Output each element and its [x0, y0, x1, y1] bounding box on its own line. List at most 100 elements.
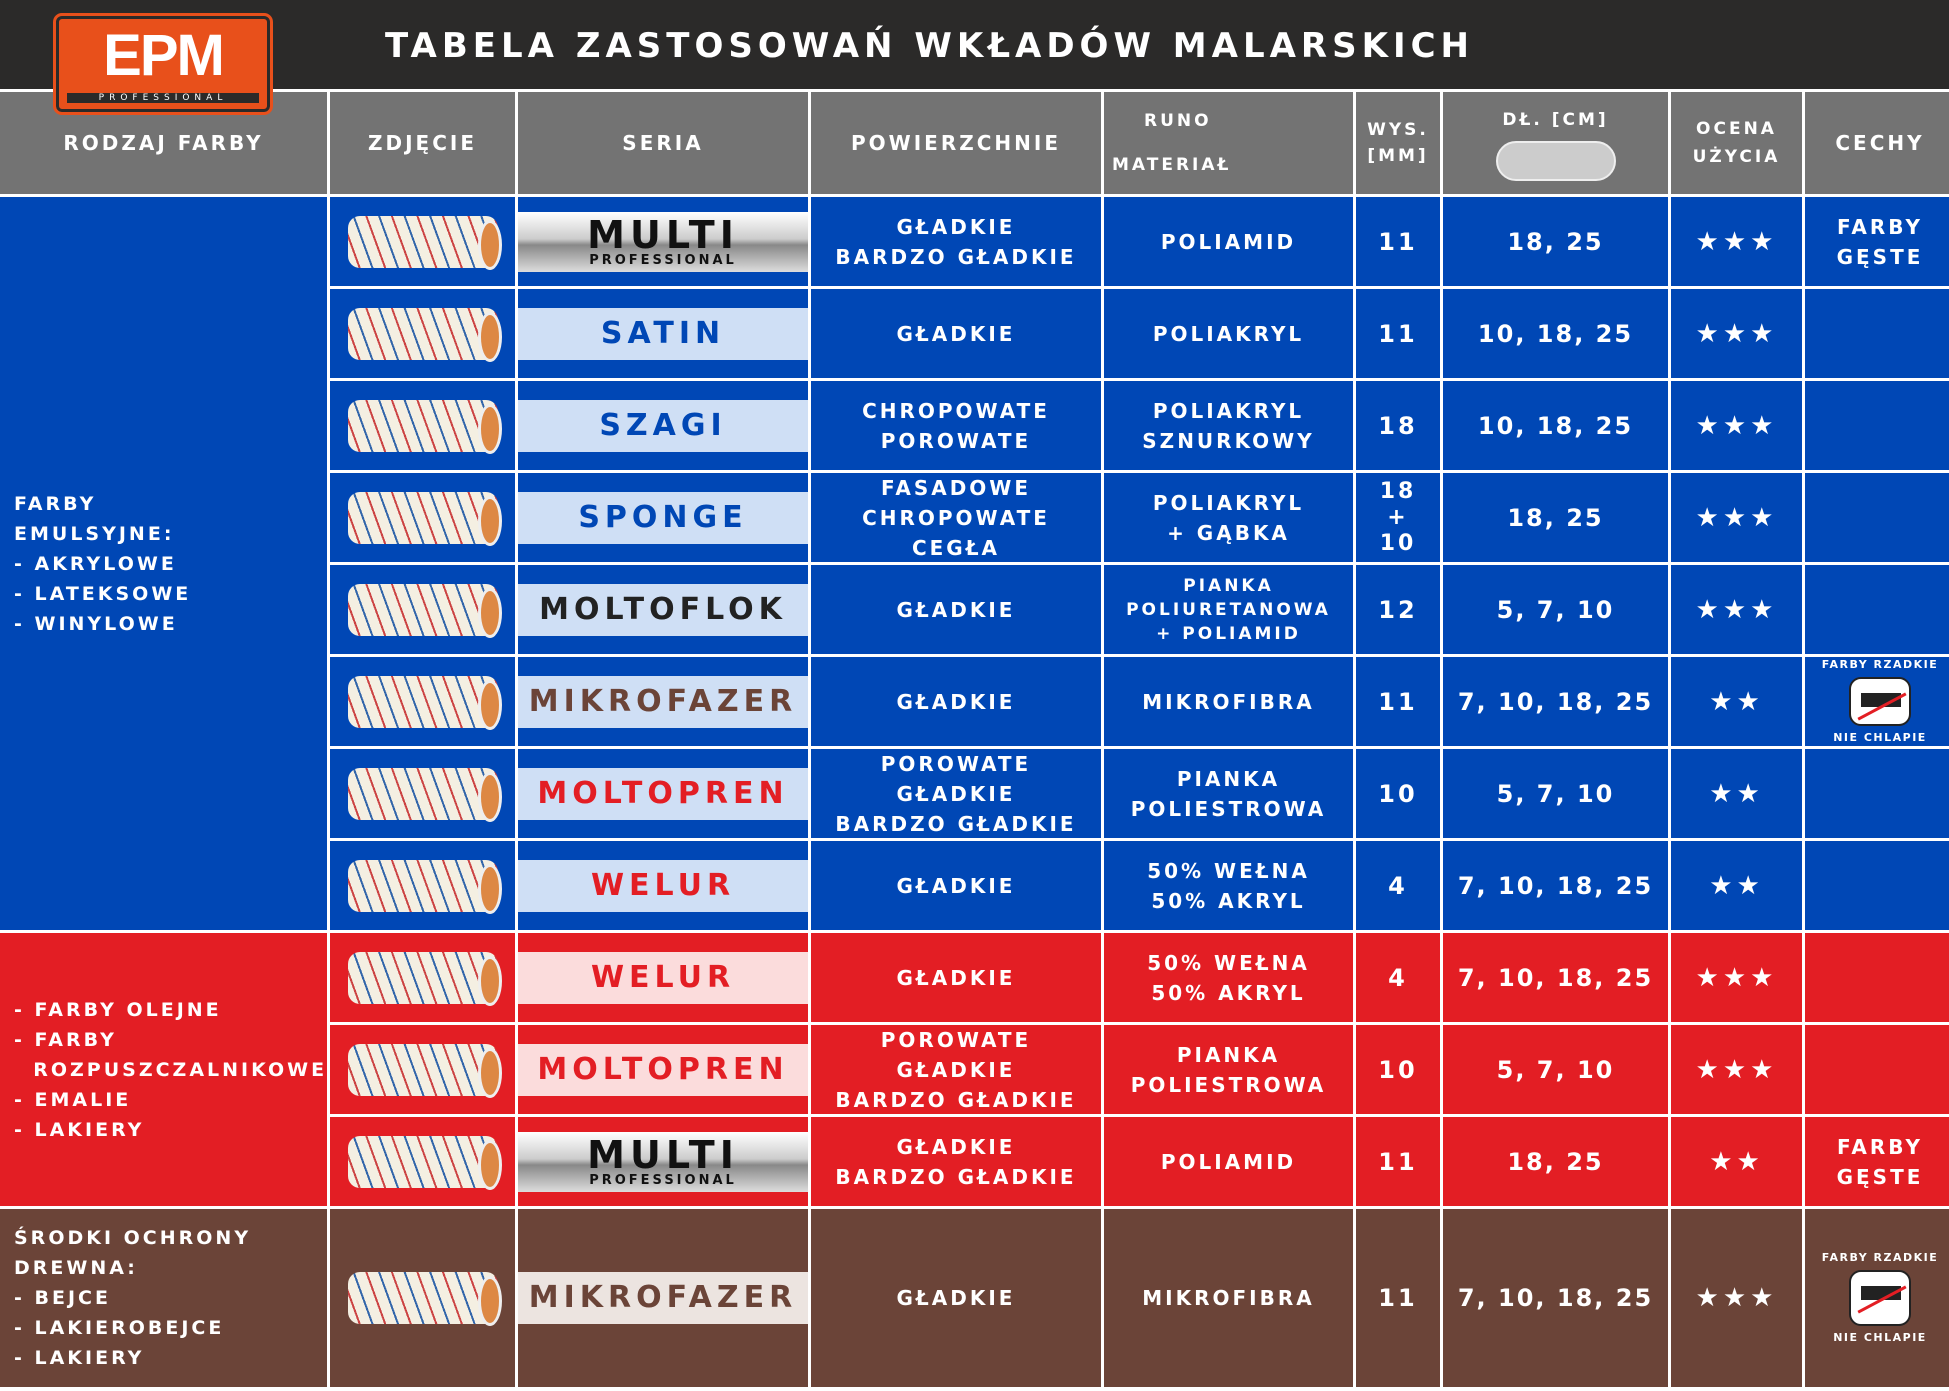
roller-image: [347, 491, 502, 546]
features-cell: [1805, 749, 1949, 838]
series-name: WELUR: [590, 959, 736, 995]
roller-image: [347, 1272, 502, 1326]
height-cell: 4: [1356, 841, 1440, 930]
roller-photo: [330, 841, 515, 930]
surfaces-cell: GŁADKIE BARDZO GŁADKIE: [811, 1117, 1101, 1206]
logo-subtext: PROFESSIONAL: [67, 93, 259, 103]
rating-stars: ★★: [1671, 657, 1802, 746]
badge-top: FARBY RZADKIE: [1821, 658, 1939, 671]
surfaces-cell: GŁADKIE: [811, 1209, 1101, 1387]
roller-photo: [330, 473, 515, 562]
material-cell: 50% WEŁNA 50% AKRYL: [1104, 841, 1353, 930]
paint-group-1: - FARBY OLEJNE - FARBY ROZPUSZCZALNIKOWE -…: [0, 933, 327, 1206]
series-label: WELUR: [518, 859, 808, 912]
series-cell: MULTI PROFESSIONAL: [518, 197, 808, 286]
rating-stars: ★★★: [1671, 289, 1802, 378]
material-cell: POLIAKRYL + GĄBKA: [1104, 473, 1353, 562]
series-name: MOLTOPREN: [537, 1051, 789, 1087]
material-line: + GĄBKA: [1167, 520, 1290, 545]
group-line: - LAKIERY: [14, 1118, 145, 1141]
page-title: TABELA ZASTOSOWAŃ WKŁADÓW MALARSKICH: [385, 26, 1475, 66]
paint-group-0: FARBY EMULSYJNE: - AKRYLOWE - LATEKSOWE - WI…: [0, 197, 327, 930]
rating-stars: ★★★: [1671, 473, 1802, 562]
features-cell: [1805, 841, 1949, 930]
series-name: MOLTOFLOK: [539, 591, 787, 627]
series-cell: WELUR: [518, 841, 808, 930]
header-nap-material: RUNO MATERIAŁ: [1104, 92, 1353, 194]
group-line: DREWNA:: [14, 1257, 138, 1279]
surface-line: POROWATE: [880, 428, 1032, 453]
header-features: CECHY: [1805, 92, 1949, 194]
group-line: ŚRODKI OCHRONY: [14, 1227, 252, 1249]
features-cell: [1805, 473, 1949, 562]
application-table: RODZAJ FARBY ZDJĘCIE SERIA POWIERZCHNIE …: [0, 92, 1949, 1387]
features-cell: FARBY RZADKIE NIE CHLAPIE: [1805, 1209, 1949, 1387]
no-splash-roller-icon: [1849, 677, 1911, 726]
material-line: POLIESTROWA: [1130, 1072, 1327, 1097]
surfaces-cell: GŁADKIE BARDZO GŁADKIE: [811, 197, 1101, 286]
paint-group-2: ŚRODKI OCHRONY DREWNA: - BEJCE - LAKIEROBEJ…: [0, 1209, 327, 1387]
material-line: 50% AKRYL: [1151, 888, 1306, 913]
material-cell: MIKROFIBRA: [1104, 1209, 1353, 1387]
roller-image: [347, 951, 502, 1006]
roller-image: [347, 1135, 502, 1190]
surfaces-cell: GŁADKIE: [811, 933, 1101, 1022]
series-label: MOLTOFLOK: [518, 583, 808, 636]
material-cell: PIANKA POLIESTROWA: [1104, 749, 1353, 838]
series-name: SPONGE: [578, 499, 748, 535]
roller-photo: [330, 289, 515, 378]
surface-line: GŁADKIE: [896, 873, 1016, 898]
roller-photo: [330, 1209, 515, 1387]
series-label: MULTI PROFESSIONAL: [518, 211, 808, 272]
surfaces-cell: GŁADKIE: [811, 289, 1101, 378]
roller-photo: [330, 1117, 515, 1206]
height-cell: 12: [1356, 565, 1440, 654]
group-line: - BEJCE: [14, 1287, 111, 1309]
roller-image: [347, 215, 502, 270]
features-cell: FARBY GĘSTE: [1805, 197, 1949, 286]
material-line: PIANKA: [1176, 766, 1281, 791]
series-name: MOLTOPREN: [537, 775, 789, 811]
series-name: MULTI: [587, 212, 739, 257]
roller-image: [347, 399, 502, 454]
roller-length-icon: [1495, 141, 1616, 181]
header-photo: ZDJĘCIE: [330, 92, 515, 194]
surfaces-cell: POROWATE GŁADKIE BARDZO GŁADKIE: [811, 1025, 1101, 1114]
badge-top: FARBY RZADKIE: [1821, 1251, 1939, 1264]
series-cell: SZAGI: [518, 381, 808, 470]
group-line: - WINYLOWE: [14, 612, 178, 635]
surface-line: CHROPOWATE: [862, 398, 1050, 423]
height-cell: 11: [1356, 1117, 1440, 1206]
series-cell: MOLTOFLOK: [518, 565, 808, 654]
material-line: MIKROFIBRA: [1142, 1286, 1315, 1310]
length-cell: 5, 7, 10: [1443, 749, 1668, 838]
header-length: DŁ. [CM]: [1443, 92, 1668, 194]
features-cell: FARBY GĘSTE: [1805, 1117, 1949, 1206]
length-cell: 5, 7, 10: [1443, 565, 1668, 654]
surface-line: BARDZO GŁADKIE: [835, 1164, 1077, 1189]
surface-line: GŁADKIE: [896, 1057, 1016, 1082]
height-cell: 11: [1356, 1209, 1440, 1387]
surfaces-cell: FASADOWE CHROPOWATE CEGŁA: [811, 473, 1101, 562]
group-line: - LAKIEROBEJCE: [14, 1317, 225, 1339]
header-series: SERIA: [518, 92, 808, 194]
surface-line: GŁADKIE: [896, 1286, 1016, 1310]
height-cell: 11: [1356, 657, 1440, 746]
surface-line: GŁADKIE: [896, 597, 1016, 622]
rating-stars: ★★★: [1671, 1025, 1802, 1114]
features-cell: FARBY RZADKIE NIE CHLAPIE: [1805, 657, 1949, 746]
features-cell: [1805, 1025, 1949, 1114]
series-label: MIKROFAZER: [518, 675, 808, 728]
surfaces-cell: GŁADKIE: [811, 565, 1101, 654]
group-line: EMULSYJNE:: [14, 522, 175, 545]
header-length-label: DŁ. [CM]: [1502, 110, 1609, 130]
badge-bottom: NIE CHLAPIE: [1833, 1331, 1927, 1344]
series-name: MIKROFAZER: [528, 1280, 798, 1315]
feature-line: FARBY: [1837, 214, 1923, 239]
rating-stars: ★★★: [1671, 1209, 1802, 1387]
series-name: SATIN: [600, 315, 726, 351]
series-cell: MIKROFAZER: [518, 1209, 808, 1387]
group-line: - FARBY: [14, 1028, 117, 1051]
material-cell: PIANKA POLIURETANOWA + POLIAMID: [1104, 565, 1353, 654]
roller-photo: [330, 381, 515, 470]
